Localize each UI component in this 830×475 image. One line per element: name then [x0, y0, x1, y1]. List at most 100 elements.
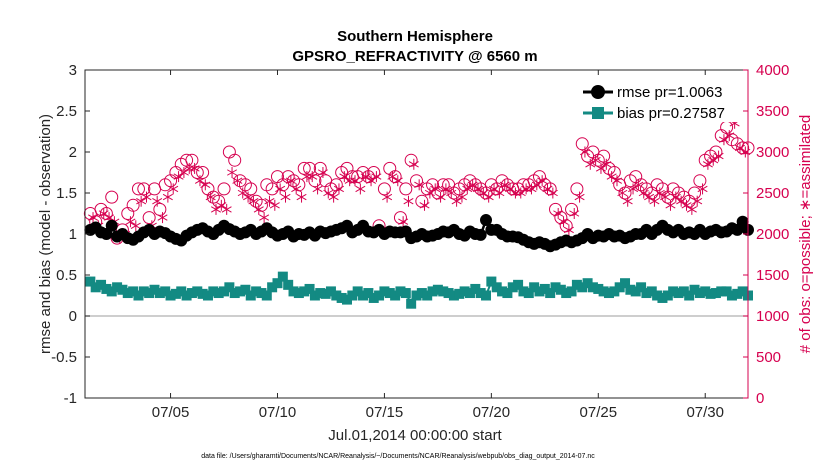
bias-point	[732, 288, 743, 299]
x-tick-label: 07/15	[366, 404, 404, 421]
asterisk-stroke	[323, 189, 334, 197]
bias-point	[481, 290, 492, 301]
bias-point	[497, 286, 508, 297]
bias-point	[566, 286, 577, 297]
assimilated-obs-point	[419, 199, 430, 211]
assimilated-obs-point	[644, 191, 655, 203]
assimilated-obs-point	[526, 183, 537, 195]
bias-point	[545, 288, 556, 299]
asterisk-stroke	[430, 185, 441, 193]
asterisk-stroke	[462, 185, 473, 193]
bias-point	[662, 290, 673, 301]
assimilated-obs-point	[408, 158, 419, 170]
bias-point	[293, 288, 304, 299]
possible-obs-point	[618, 186, 632, 200]
asterisk-stroke	[178, 169, 189, 176]
asterisk-stroke	[537, 177, 548, 184]
bias-point	[154, 288, 165, 299]
assimilated-obs-point	[360, 171, 371, 183]
bias-point	[85, 276, 96, 287]
bias-point	[192, 286, 203, 297]
asterisk-stroke	[269, 202, 280, 209]
bias-point	[668, 286, 679, 297]
bias-point	[390, 290, 401, 301]
bias-point	[186, 288, 197, 299]
bias-point	[486, 276, 497, 287]
bias-point	[213, 288, 224, 299]
assimilated-obs-point	[296, 191, 307, 203]
bias-point	[363, 288, 374, 299]
asterisk-stroke	[670, 193, 681, 201]
bias-point	[646, 286, 657, 297]
possible-obs-point	[244, 182, 258, 196]
assimilated-obs-point	[210, 203, 222, 215]
asterisk-stroke	[734, 144, 745, 152]
bias-point	[304, 283, 315, 294]
assimilated-obs-point	[243, 191, 254, 203]
bias-point	[352, 286, 363, 297]
assimilated-obs-series	[88, 117, 751, 244]
y-right-tick-label: 3500	[756, 103, 789, 120]
bias-point	[448, 290, 459, 301]
x-tick-label: 07/10	[259, 404, 297, 421]
assimilated-obs-point	[702, 158, 713, 170]
bias-point	[464, 288, 475, 299]
bias-point	[475, 288, 486, 299]
assimilated-obs-point	[628, 183, 639, 195]
asterisk-stroke	[515, 189, 526, 197]
assimilated-obs-point	[451, 195, 462, 207]
assimilated-obs-point	[435, 191, 446, 203]
bias-point	[358, 290, 369, 301]
possible-obs-point	[597, 149, 611, 163]
bias-point	[416, 288, 427, 299]
assimilated-obs-point	[200, 179, 211, 191]
bias-point	[347, 290, 358, 301]
asterisk-stroke	[194, 177, 205, 184]
legend-rmse-label: rmse pr=1.0063	[617, 84, 722, 101]
asterisk-stroke	[724, 132, 735, 139]
asterisk-stroke	[285, 177, 296, 184]
assimilated-obs-point	[398, 216, 409, 228]
asterisk-stroke	[558, 218, 569, 225]
asterisk-stroke	[152, 198, 163, 205]
asterisk-stroke	[98, 210, 109, 217]
chart-subtitle: GPSRO_REFRACTIVITY @ 6560 m	[292, 48, 537, 65]
bias-point	[459, 286, 470, 297]
assimilated-obs-point	[349, 175, 361, 187]
rmse-point	[480, 214, 493, 227]
bias-point	[630, 286, 641, 297]
asterisk-stroke	[676, 198, 687, 205]
y-right-tick-label: 1500	[756, 267, 789, 284]
legend-rmse-marker	[591, 85, 605, 99]
bias-point	[341, 294, 352, 305]
assimilated-obs-point	[216, 199, 227, 211]
possible-obs-point	[575, 137, 589, 151]
bias-point	[587, 282, 598, 293]
assimilated-obs-point	[467, 179, 478, 191]
assimilated-obs-point	[521, 183, 532, 195]
chart-title: Southern Hemisphere	[337, 28, 493, 45]
assimilated-obs-point	[312, 183, 323, 195]
asterisk-stroke	[360, 173, 371, 180]
bias-point	[96, 279, 107, 290]
asterisk-stroke	[660, 193, 671, 201]
possible-obs-point	[196, 166, 210, 179]
bias-point	[491, 282, 502, 293]
legend-bias-marker	[592, 107, 604, 119]
bias-point	[117, 284, 128, 295]
asterisk-stroke	[366, 177, 377, 184]
bias-point	[678, 286, 689, 297]
bias-point	[309, 290, 320, 301]
asterisk-stroke	[280, 193, 291, 201]
asterisk-stroke	[718, 136, 729, 143]
bias-point	[603, 288, 614, 299]
assimilated-obs-point	[558, 216, 569, 228]
bias-point	[529, 282, 540, 293]
bias-point	[534, 286, 545, 297]
assimilated-obs-point	[392, 175, 403, 187]
bias-point	[320, 288, 331, 299]
assimilated-obs-point	[713, 150, 724, 162]
asterisk-stroke	[526, 185, 537, 193]
bias-point	[288, 286, 299, 297]
assimilated-obs-point	[734, 142, 745, 154]
